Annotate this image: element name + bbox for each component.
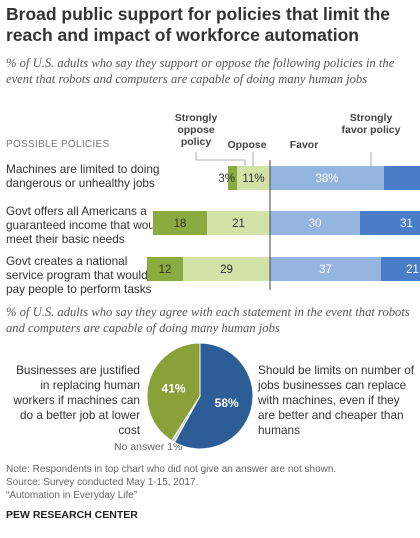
bar-oppose-row3 — [183, 257, 270, 281]
pie-slice-businesses-justified — [146, 342, 201, 442]
header-leader-line-strongly-oppose — [195, 152, 246, 166]
bar-label-oppose-row2: 21 — [232, 218, 245, 230]
source-text: Source: Survey conducted May 1-15, 2017. — [6, 477, 199, 488]
bar-favor-row1 — [270, 166, 384, 190]
automation-attitudes-pie-chart: 58% 41% — [146, 342, 254, 450]
chart-subtitle-top: % of U.S. adults who say they support or… — [6, 56, 395, 86]
bar-label-strongly-oppose-row2: 18 — [174, 218, 187, 230]
header-strongly-favor: Strongly favor policy — [341, 112, 401, 136]
bar-strongly-favor-row1 — [384, 166, 420, 190]
pie-slice-should-be-limits — [173, 342, 254, 450]
header-favor: Favor — [289, 139, 319, 151]
bar-oppose-row1 — [237, 166, 270, 190]
pie-label-no-answer: No answer 1% — [114, 441, 183, 453]
bar-strongly-favor-row3 — [381, 257, 420, 281]
bar-oppose-row2 — [207, 211, 270, 235]
bar-strongly-oppose-row3 — [147, 257, 183, 281]
bar-favor-row3 — [270, 257, 381, 281]
bar-label-favor-row1: 38% — [315, 173, 338, 185]
bar-strongly-favor-row2 — [360, 211, 420, 235]
note-text: Note: Respondents in top chart who did n… — [6, 464, 337, 475]
bar-favor-row2 — [270, 211, 360, 235]
policy-label-2: Govt offers all Americans a guaranteed i… — [6, 204, 165, 246]
bar-label-favor-row2: 30 — [309, 218, 322, 230]
pie-slice-should-be-limits-value: 58% — [215, 396, 239, 410]
bar-label-oppose-row3: 29 — [220, 264, 233, 276]
bar-label-strongly-favor-row3: 21 — [406, 264, 419, 276]
header-strongly-oppose: Strongly oppose policy — [174, 112, 218, 148]
bar-label-oppose-row1: 11% — [242, 173, 264, 185]
bar-label-strongly-oppose-row1: 3% — [218, 173, 235, 185]
chart-subtitle-bottom: % of U.S. adults who say they agree with… — [6, 305, 410, 335]
bar-label-favor-row3: 37 — [319, 264, 332, 276]
pie-label-should-be-limits: Should be limits on number of jobs busin… — [258, 363, 415, 437]
policy-label-1: Machines are limited to doing dangerous … — [6, 162, 160, 190]
bar-label-strongly-oppose-row3: 12 — [159, 264, 172, 276]
header-oppose: Oppose — [227, 139, 267, 151]
pie-label-businesses-justified: Businesses are justified in replacing hu… — [13, 363, 140, 437]
pew-research-center-logo: PEW RESEARCH CENTER — [6, 509, 138, 521]
chart-title: Broad public support for policies that l… — [6, 4, 391, 45]
policy-label-3: Govt creates a national service program … — [6, 254, 152, 296]
bar-label-strongly-favor-row2: 31 — [400, 218, 413, 230]
bar-strongly-oppose-row1 — [228, 166, 237, 190]
report-text: “Automation in Everyday Life” — [6, 490, 138, 501]
bar-strongly-oppose-row2 — [153, 211, 207, 235]
possible-policies-label: POSSIBLE POLICIES — [6, 139, 110, 150]
pie-slice-businesses-justified-value: 41% — [162, 381, 186, 395]
